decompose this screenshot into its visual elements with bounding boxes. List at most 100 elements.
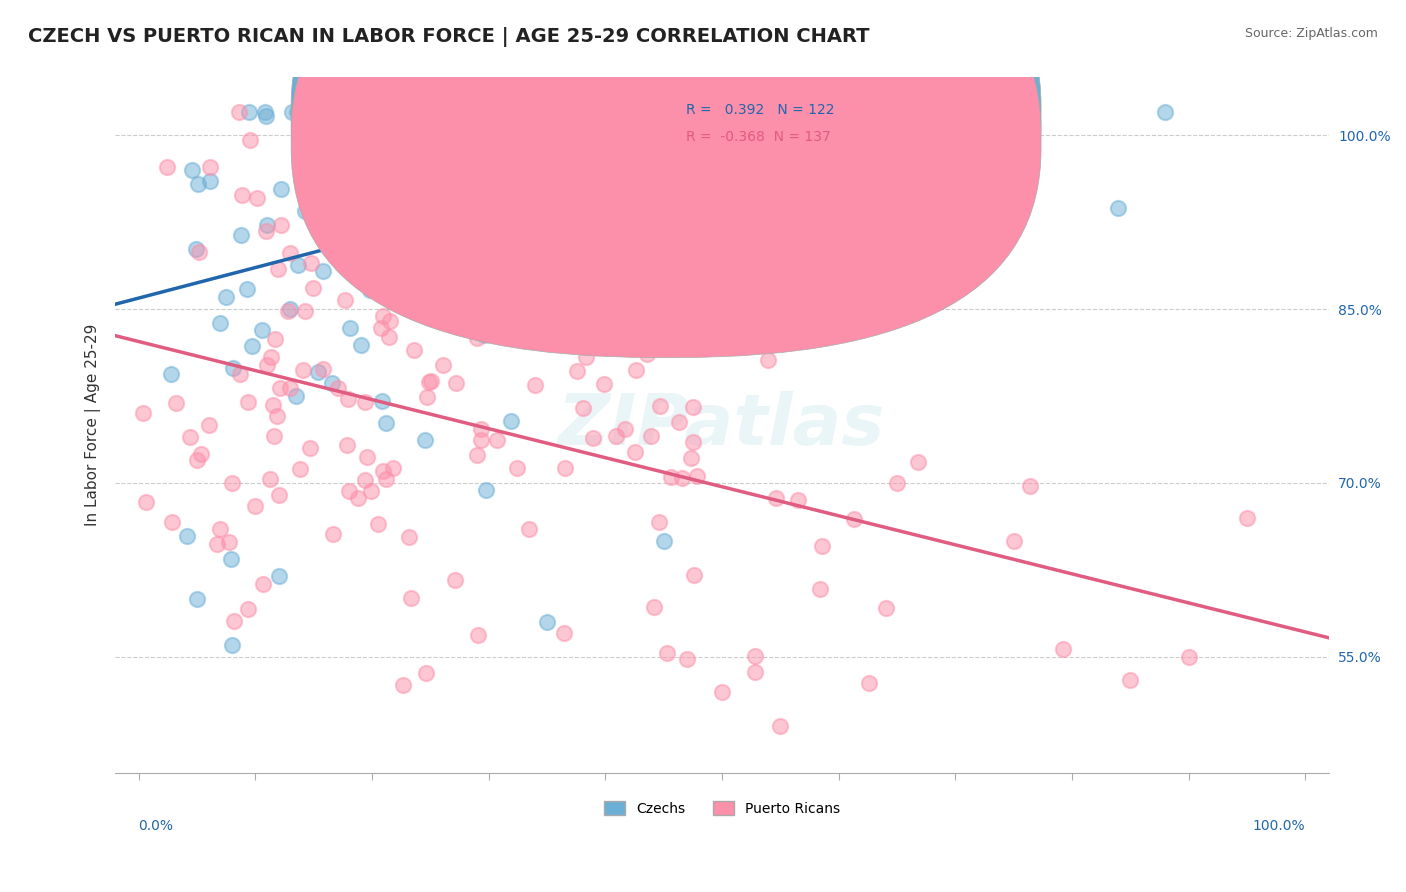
Point xyxy=(555,311,578,326)
Point xyxy=(492,105,515,120)
Point xyxy=(371,464,394,478)
Point xyxy=(565,364,588,378)
Point xyxy=(735,105,758,120)
Point xyxy=(420,375,443,389)
Point xyxy=(349,338,371,352)
Point xyxy=(197,417,219,432)
Point xyxy=(339,320,361,334)
Point xyxy=(354,394,377,409)
Point xyxy=(467,448,489,462)
Point xyxy=(264,332,287,346)
Point xyxy=(198,174,221,188)
Point xyxy=(312,263,335,277)
Point xyxy=(179,430,201,444)
Point xyxy=(262,398,284,412)
Point xyxy=(375,472,398,486)
Point xyxy=(444,574,467,588)
Point xyxy=(381,461,404,475)
Point xyxy=(360,483,382,498)
Point xyxy=(200,160,222,174)
Point xyxy=(270,218,292,232)
Point xyxy=(291,363,314,377)
Point xyxy=(710,684,733,698)
Point xyxy=(396,105,419,120)
Point xyxy=(593,376,616,391)
Point xyxy=(359,284,381,298)
Text: Source: ZipAtlas.com: Source: ZipAtlas.com xyxy=(1244,27,1378,40)
Point xyxy=(624,444,647,458)
Point xyxy=(602,295,624,310)
Point xyxy=(589,318,612,333)
Point xyxy=(652,105,675,120)
Point xyxy=(221,638,243,652)
Point xyxy=(370,218,392,232)
Point xyxy=(1177,649,1199,664)
Point xyxy=(426,233,449,247)
Point xyxy=(259,472,281,486)
Point xyxy=(1002,533,1025,548)
Point xyxy=(668,415,690,429)
Point xyxy=(682,435,704,450)
Point xyxy=(344,193,367,207)
Point xyxy=(392,678,415,692)
Point xyxy=(692,118,714,132)
Point xyxy=(485,433,508,447)
Point xyxy=(165,396,187,410)
Point xyxy=(810,539,832,553)
Point xyxy=(636,346,658,360)
Point xyxy=(375,416,398,430)
Point xyxy=(463,105,485,120)
Point xyxy=(302,281,325,295)
Point xyxy=(325,215,347,229)
Point xyxy=(614,422,637,436)
Point xyxy=(475,483,498,497)
Point xyxy=(457,105,479,120)
Point xyxy=(266,409,288,424)
Legend: Czechs, Puerto Ricans: Czechs, Puerto Ricans xyxy=(599,796,845,822)
Point xyxy=(346,491,368,506)
Point xyxy=(131,407,153,421)
Point xyxy=(465,331,488,345)
Point xyxy=(495,186,517,200)
Point xyxy=(793,105,815,120)
Point xyxy=(499,414,522,428)
Point xyxy=(659,144,682,158)
Point xyxy=(176,529,198,543)
Point xyxy=(572,401,595,415)
Point xyxy=(409,251,432,265)
Point xyxy=(415,666,437,681)
Point xyxy=(659,105,682,120)
Text: R =   0.392   N = 122: R = 0.392 N = 122 xyxy=(686,103,834,117)
Point xyxy=(432,358,454,372)
Text: 100.0%: 100.0% xyxy=(1253,819,1305,833)
Point xyxy=(333,293,356,307)
Point xyxy=(416,147,439,161)
Point xyxy=(187,177,209,191)
Point xyxy=(470,422,492,436)
Point xyxy=(229,227,252,242)
Point xyxy=(287,258,309,272)
Point xyxy=(1107,201,1129,215)
Point xyxy=(325,201,347,215)
Point xyxy=(553,626,575,640)
Point xyxy=(744,648,766,663)
Point xyxy=(470,433,492,447)
Point xyxy=(371,393,394,408)
Point xyxy=(640,429,662,443)
Point xyxy=(208,522,231,536)
Point xyxy=(468,220,491,235)
Point xyxy=(387,226,409,240)
Point xyxy=(301,105,323,120)
Point xyxy=(472,327,495,342)
Point xyxy=(612,149,634,163)
Point xyxy=(626,363,648,377)
Point xyxy=(501,168,523,182)
Point xyxy=(553,105,575,120)
Point xyxy=(494,105,516,120)
Point xyxy=(808,582,831,596)
Point xyxy=(356,450,378,465)
Point xyxy=(294,304,316,318)
Point xyxy=(1119,673,1142,687)
Point xyxy=(218,534,240,549)
Point xyxy=(845,105,868,120)
